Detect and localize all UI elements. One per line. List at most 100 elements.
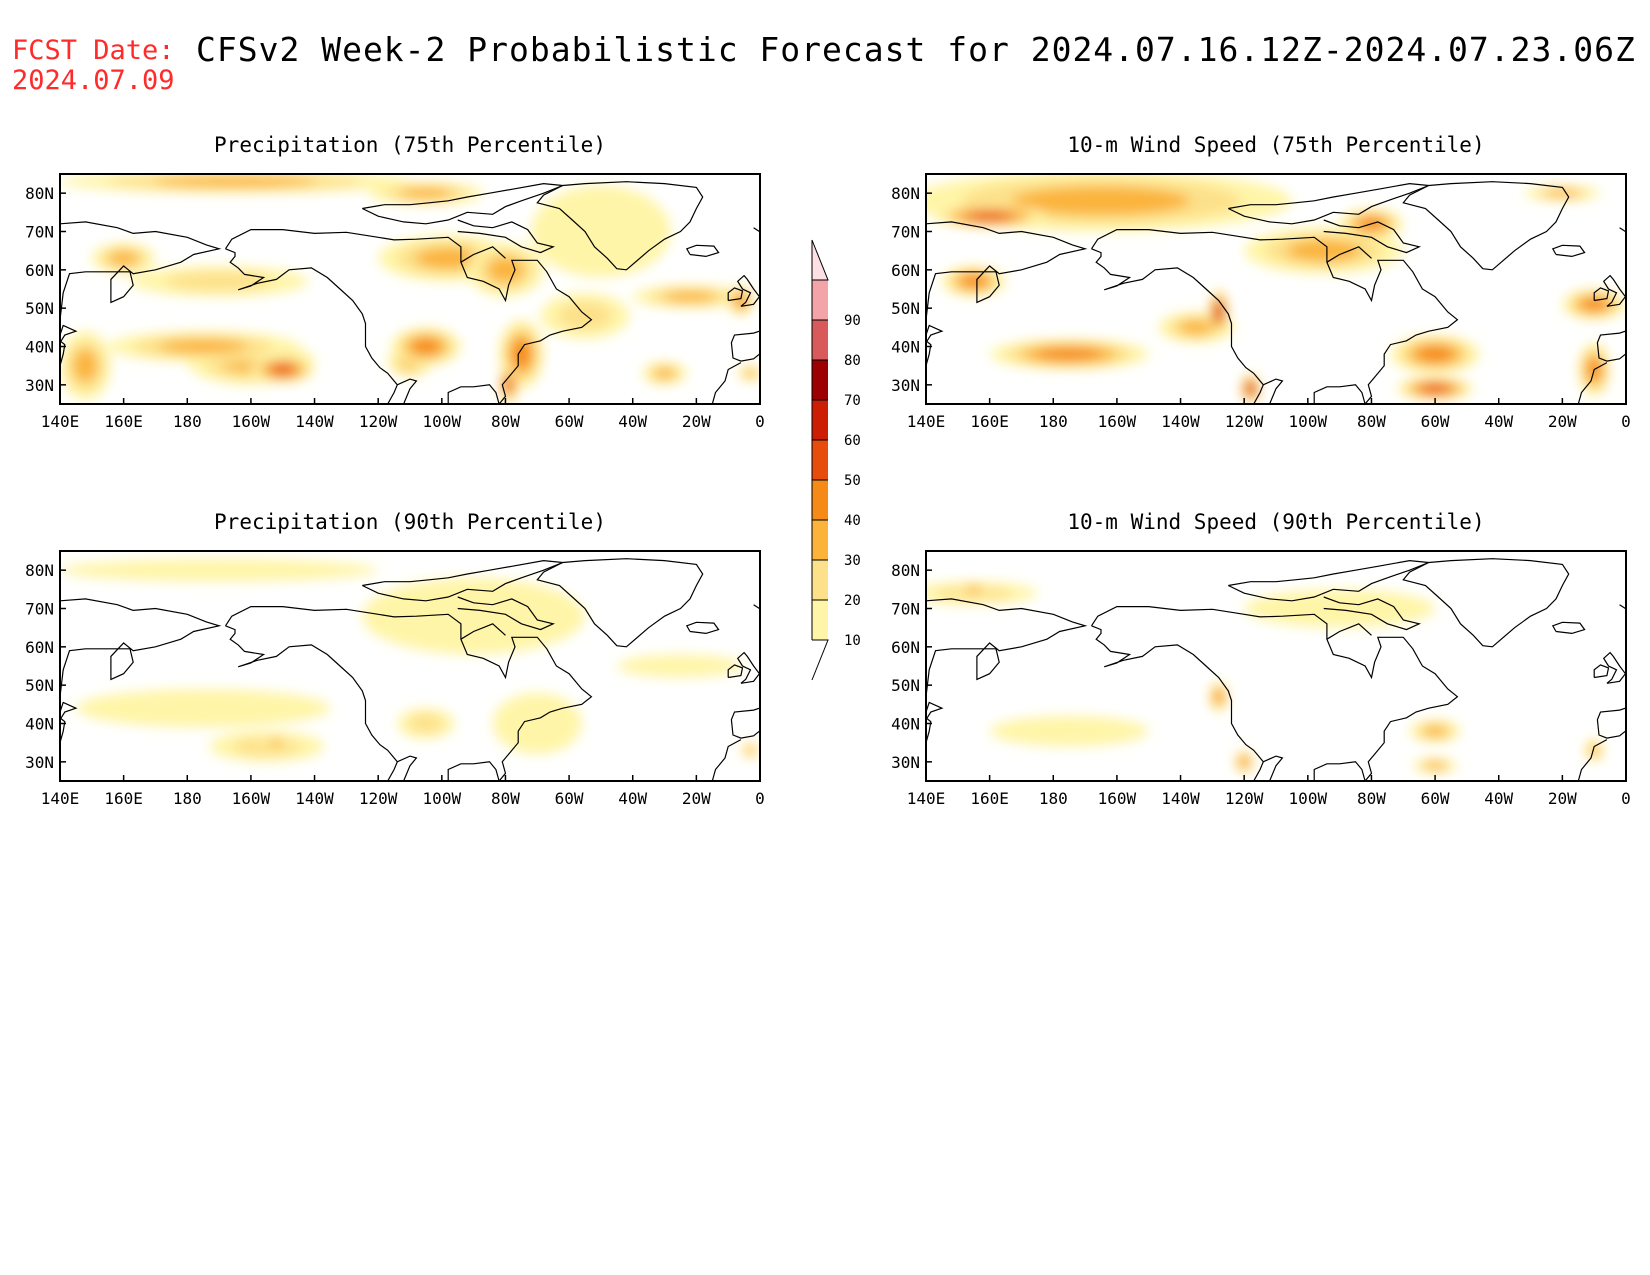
coastline — [224, 229, 593, 404]
coastline — [225, 248, 418, 404]
coastline — [1551, 621, 1586, 635]
coastline — [1090, 229, 1459, 404]
coastline — [60, 717, 66, 743]
coastline — [1596, 330, 1626, 362]
lon-tick-label: 20W — [682, 789, 711, 808]
probability-contour — [969, 212, 1011, 221]
lon-tick-label: 120W — [359, 412, 398, 431]
coastline — [727, 664, 744, 679]
probability-contour — [108, 251, 139, 266]
coastline — [1619, 604, 1626, 610]
coastline — [753, 227, 760, 233]
coastline — [926, 701, 944, 721]
probability-contour — [153, 176, 317, 188]
lon-tick-label: 60W — [555, 789, 584, 808]
colorbar-segment — [812, 400, 828, 440]
lat-tick-label: 70N — [25, 223, 54, 242]
lon-tick-label: 20W — [1548, 412, 1577, 431]
lon-tick-label: 160E — [970, 412, 1009, 431]
coastline — [447, 761, 500, 781]
map-frame — [925, 550, 1627, 782]
probability-contour — [746, 746, 755, 755]
colorbar-segment — [812, 360, 828, 400]
coastline — [727, 287, 744, 302]
page-title: CFSv2 Week-2 Probabilistic Forecast for … — [196, 30, 1636, 69]
lon-tick-label: 80W — [491, 412, 520, 431]
colorbar-label: 70 — [844, 393, 861, 409]
coastlines — [60, 558, 760, 781]
coastline — [736, 274, 760, 307]
colorbar: 10 20 30 40 50 60 70 80 90 — [811, 239, 861, 681]
colorbar-segment — [812, 600, 828, 640]
probability-contour — [271, 364, 295, 375]
lat-tick-label: 40N — [891, 338, 920, 357]
probability-field — [60, 551, 760, 781]
coastline — [1313, 761, 1366, 781]
coastline — [1091, 625, 1284, 781]
probability-contour — [487, 257, 524, 283]
probability-contour — [1214, 304, 1223, 320]
lat-tick-label: 70N — [25, 600, 54, 619]
coastline — [60, 324, 78, 344]
probability-contour — [415, 247, 481, 270]
lon-tick-label: 140E — [907, 789, 946, 808]
lon-tick-label: 160W — [1098, 789, 1137, 808]
lat-tick-label: 40N — [25, 715, 54, 734]
probability-contour — [961, 275, 987, 288]
lat-tick-label: 70N — [891, 223, 920, 242]
coastline — [1253, 384, 1264, 404]
forecast-date-label: FCST Date: 2024.07.09 — [12, 36, 175, 96]
map-background — [926, 551, 1626, 781]
lon-tick-label: 140W — [295, 412, 334, 431]
probability-contour — [1214, 690, 1223, 703]
fcst-date-label: FCST Date: — [12, 35, 175, 66]
map-frame — [59, 550, 761, 782]
lat-tick-label: 40N — [891, 715, 920, 734]
lon-tick-label: 0 — [1621, 789, 1631, 808]
lon-tick-label: 180 — [1039, 789, 1068, 808]
coastline — [387, 384, 398, 404]
lon-tick-label: 80W — [1357, 412, 1386, 431]
coastline — [1326, 246, 1372, 263]
lon-tick-label: 60W — [555, 412, 584, 431]
probability-contour — [1581, 298, 1607, 311]
lon-tick-label: 160W — [232, 412, 271, 431]
lon-tick-label: 160W — [1098, 412, 1137, 431]
lon-tick-label: 160E — [104, 789, 143, 808]
coastline — [753, 604, 760, 610]
coastline — [1326, 623, 1372, 640]
coastline — [60, 221, 222, 320]
probability-contour — [1246, 383, 1255, 394]
coastline — [60, 340, 66, 366]
lat-tick-label: 80N — [891, 184, 920, 203]
probability-contour — [1286, 239, 1361, 262]
probability-contour — [408, 714, 444, 733]
probability-contour — [504, 377, 513, 392]
lat-tick-label: 30N — [25, 753, 54, 772]
coastline — [1619, 227, 1626, 233]
colorbar-label: 30 — [844, 553, 861, 569]
lon-tick-label: 60W — [1421, 789, 1450, 808]
coastlines — [926, 181, 1626, 404]
lon-tick-label: 20W — [1548, 789, 1577, 808]
map-frame — [925, 173, 1627, 405]
colorbar-label: 90 — [844, 313, 861, 329]
colorbar-segment — [812, 440, 828, 480]
lon-tick-label: 180 — [173, 412, 202, 431]
probability-contour — [268, 738, 284, 747]
coastline — [926, 324, 944, 344]
lon-tick-label: 100W — [1289, 789, 1328, 808]
lon-tick-label: 140E — [907, 412, 946, 431]
coastline — [685, 244, 720, 258]
probability-contour — [362, 577, 585, 655]
probability-contour — [530, 185, 671, 278]
coastline — [926, 340, 932, 366]
map-panel-3: Precipitation (90th Percentile) 140E 160E 1… — [25, 510, 765, 808]
lon-tick-label: 100W — [423, 789, 462, 808]
lon-tick-label: 160E — [104, 412, 143, 431]
coastline — [536, 181, 704, 271]
coastline — [1323, 596, 1422, 631]
coastline — [1602, 274, 1626, 307]
coastline — [685, 621, 720, 635]
coastline — [447, 384, 500, 404]
